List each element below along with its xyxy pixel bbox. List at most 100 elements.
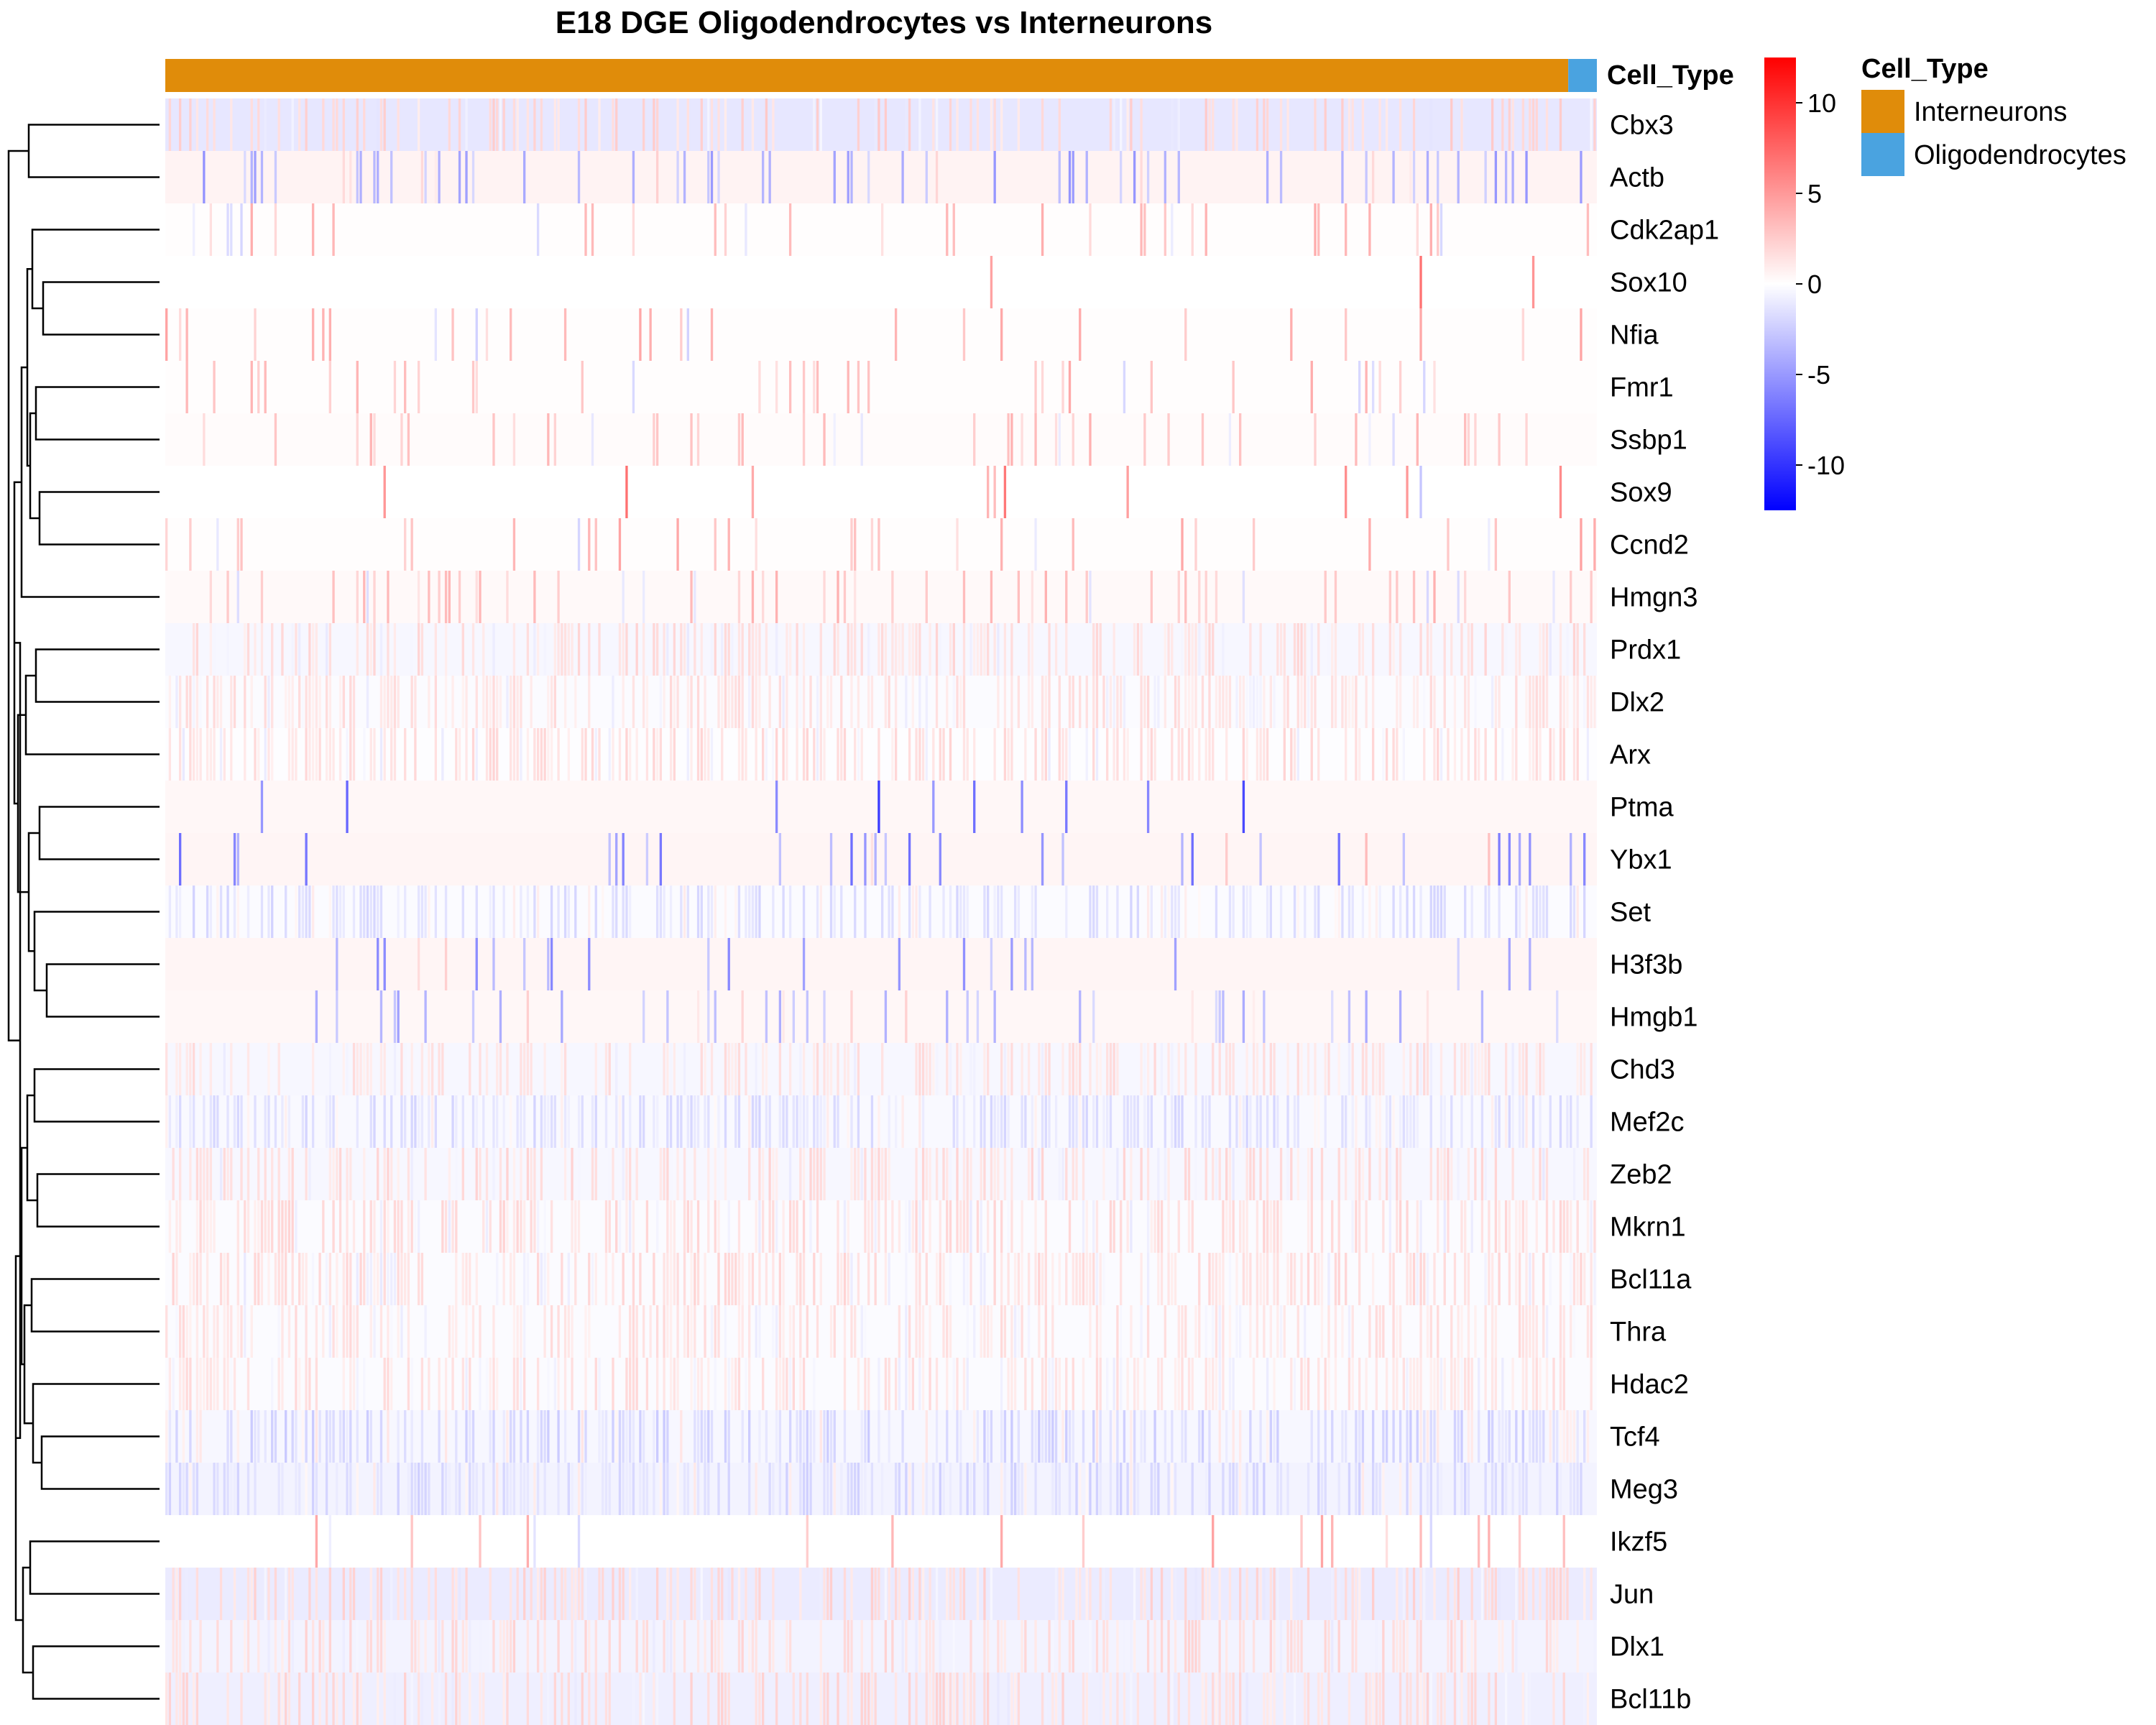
dendrogram-branch xyxy=(29,1540,160,1595)
heatmap-row-chd3 xyxy=(165,1043,1597,1095)
dendrogram-branch xyxy=(20,366,160,598)
dendrogram-branch xyxy=(42,281,160,336)
gene-label-cbx3: Cbx3 xyxy=(1610,111,1674,141)
row-dendrogram xyxy=(7,124,160,1700)
gene-label-arx: Arx xyxy=(1610,740,1651,770)
dendrogram-branch xyxy=(27,124,160,178)
gene-label-hdac2: Hdac2 xyxy=(1610,1370,1689,1400)
annotation-segment-oligodendrocytes xyxy=(1568,59,1597,92)
color-scale-tick-label: -10 xyxy=(1807,451,1845,480)
heatmap-row-ybx1 xyxy=(165,833,1597,886)
dendrogram-branch xyxy=(26,1094,37,1202)
gene-label-mef2c: Mef2c xyxy=(1610,1108,1684,1138)
color-scale-tick-label: 10 xyxy=(1807,88,1836,118)
dendrogram-branch xyxy=(36,1173,160,1228)
dendrogram-branch xyxy=(38,806,160,860)
gene-label-ptma: Ptma xyxy=(1610,793,1674,823)
gene-label-dlx2: Dlx2 xyxy=(1610,688,1664,718)
gene-label-set: Set xyxy=(1610,898,1651,928)
color-scale-tick-label: 0 xyxy=(1807,270,1822,299)
heatmap-row-ptma xyxy=(165,781,1597,833)
gene-label-actb: Actb xyxy=(1610,163,1664,193)
heatmap-row-ikzf5 xyxy=(165,1515,1597,1568)
gene-label-nfia: Nfia xyxy=(1610,321,1659,351)
gene-label-zeb2: Zeb2 xyxy=(1610,1160,1672,1190)
gene-label-ccnd2: Ccnd2 xyxy=(1610,530,1689,561)
heatmap-row-hmgn3 xyxy=(165,571,1597,623)
heatmap-row-prdx1 xyxy=(165,623,1597,676)
gene-label-cdk2ap1: Cdk2ap1 xyxy=(1610,216,1719,246)
gene-labels: Cbx3 Actb Cdk2ap1 Sox10 Nfia Fmr1 Ssbp1 Sox9 Ccn… xyxy=(1610,111,1719,1715)
gene-label-bcl11a: Bcl11a xyxy=(1610,1265,1692,1295)
gene-label-meg3: Meg3 xyxy=(1610,1475,1678,1505)
heatmap-row-ccnd2 xyxy=(165,518,1597,571)
gene-label-jun: Jun xyxy=(1610,1580,1654,1610)
color-scale-tick-label: -5 xyxy=(1807,360,1830,390)
dendrogram-branch xyxy=(40,1435,160,1490)
gene-label-prdx1: Prdx1 xyxy=(1610,635,1681,666)
legend-label-oligodendrocytes: Oligodendrocytes xyxy=(1914,140,2127,170)
heatmap-row-fmr1 xyxy=(165,361,1597,413)
legend-title: Cell_Type xyxy=(1861,54,1989,84)
gene-label-tcf4: Tcf4 xyxy=(1610,1422,1660,1453)
dendrogram-branch xyxy=(7,150,29,1041)
heatmap-row-bcl11a xyxy=(165,1253,1597,1305)
heatmap-row-arx xyxy=(165,728,1597,781)
dendrogram-branch xyxy=(33,911,160,992)
gene-label-mkrn1: Mkrn1 xyxy=(1610,1213,1686,1243)
gene-label-ikzf5: Ikzf5 xyxy=(1610,1527,1667,1558)
heatmap-row-ssbp1 xyxy=(165,413,1597,466)
heatmap-row-hmgb1 xyxy=(165,990,1597,1043)
cell-type-annotation-bar xyxy=(165,59,1597,92)
dendrogram-branch xyxy=(34,386,160,441)
dendrogram-branch xyxy=(30,1278,160,1333)
heatmap-row-actb xyxy=(165,151,1597,203)
heatmap-row-jun xyxy=(165,1568,1597,1620)
heatmap-row-dlx1 xyxy=(165,1620,1597,1673)
color-scale-bar xyxy=(1764,58,1796,510)
heatmap-cells xyxy=(165,98,1597,1725)
heatmap-row-cdk2ap1 xyxy=(165,203,1597,256)
gene-label-h3f3b: H3f3b xyxy=(1610,950,1682,980)
dendrogram-branch xyxy=(38,491,160,546)
dendrogram-branch xyxy=(32,1645,160,1700)
color-scale-tick-label: 5 xyxy=(1807,179,1822,208)
dendrogram-branch xyxy=(22,1566,33,1674)
legend-swatch-interneurons xyxy=(1861,90,1904,133)
gene-label-thra: Thra xyxy=(1610,1317,1667,1348)
gene-label-fmr1: Fmr1 xyxy=(1610,373,1674,403)
heatmap-row-dlx2 xyxy=(165,676,1597,728)
gene-label-sox10: Sox10 xyxy=(1610,268,1687,298)
gene-label-sox9: Sox9 xyxy=(1610,478,1672,508)
legend-label-interneurons: Interneurons xyxy=(1914,97,2067,127)
heatmap-row-nfia xyxy=(165,308,1597,361)
legend-swatch-oligodendrocytes xyxy=(1861,133,1904,176)
heatmap-row-tcf4 xyxy=(165,1410,1597,1463)
heatmap-row-h3f3b xyxy=(165,938,1597,990)
annotation-label: Cell_Type xyxy=(1607,60,1734,91)
heatmap-row-set xyxy=(165,886,1597,938)
chart-title: E18 DGE Oligodendrocytes vs Interneurons xyxy=(555,5,1213,40)
heatmap-row-hdac2 xyxy=(165,1358,1597,1410)
heatmap-row-zeb2 xyxy=(165,1148,1597,1200)
dendrogram-branch xyxy=(32,1383,160,1464)
gene-label-bcl11b: Bcl11b xyxy=(1610,1685,1691,1715)
dendrogram-branch xyxy=(31,229,160,310)
dendrogram-branch xyxy=(29,412,40,520)
gene-label-ssbp1: Ssbp1 xyxy=(1610,426,1687,456)
color-scale-legend: 10 5 0 -5 -10 xyxy=(1764,58,1845,510)
dendrogram-branch xyxy=(45,963,160,1018)
heatmap-row-meg3 xyxy=(165,1463,1597,1515)
heatmap-row-sox9 xyxy=(165,466,1597,518)
gene-label-ybx1: Ybx1 xyxy=(1610,845,1672,875)
heatmap-row-mkrn1 xyxy=(165,1200,1597,1253)
gene-label-hmgb1: Hmgb1 xyxy=(1610,1003,1698,1033)
gene-label-dlx1: Dlx1 xyxy=(1610,1632,1664,1662)
dendrogram-branch xyxy=(34,648,160,703)
annotation-segment-interneurons xyxy=(165,59,1569,92)
cell-type-legend: Cell_Type Interneurons Oligodendrocytes xyxy=(1861,54,2127,176)
dendrogram-branch xyxy=(33,1068,160,1123)
heatmap-row-sox10 xyxy=(165,256,1597,308)
gene-label-hmgn3: Hmgn3 xyxy=(1610,583,1698,613)
